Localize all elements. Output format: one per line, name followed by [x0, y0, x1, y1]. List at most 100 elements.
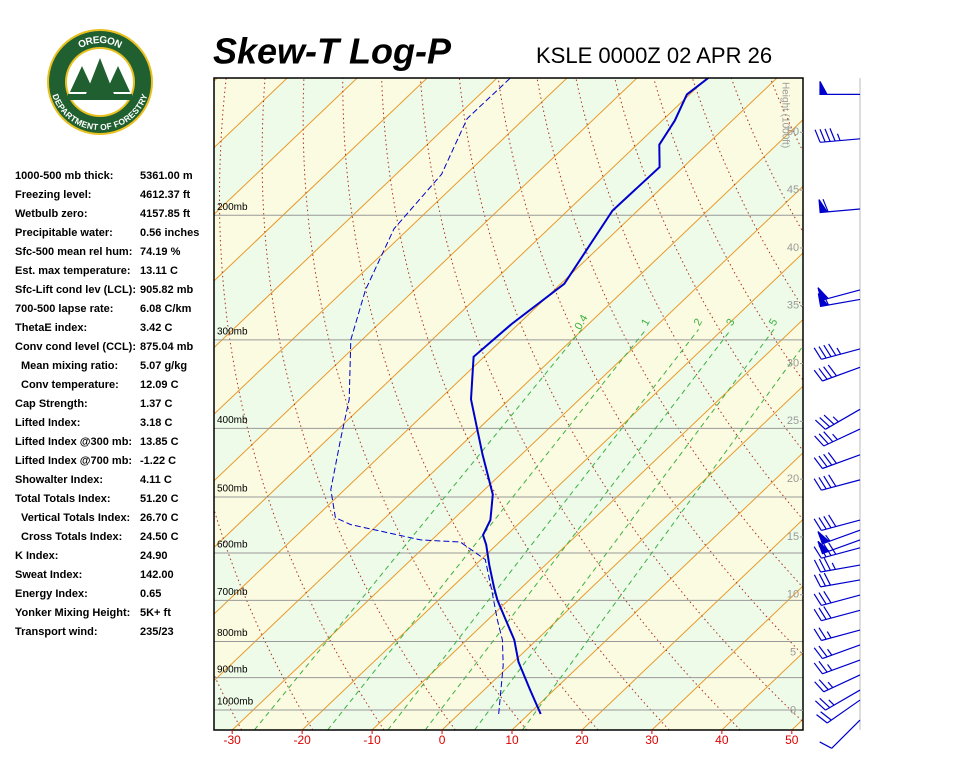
mixing-ratio-label: 8	[808, 317, 821, 328]
wind-barb	[814, 689, 861, 711]
wind-barb	[813, 343, 861, 360]
index-label: Sfc-500 mean rel hum:	[15, 246, 132, 258]
y2-tick-label: 50	[787, 126, 799, 138]
wind-barb	[813, 452, 861, 470]
index-label: Sweat Index:	[15, 569, 82, 581]
index-value: 5.07 g/kg	[140, 360, 187, 372]
dry-adiabat	[261, 78, 456, 730]
x-tick-label: 0	[439, 733, 446, 747]
wind-barb	[813, 474, 861, 491]
y-tick-label: 400mb	[217, 415, 248, 426]
logo-top-text: OREGON	[76, 34, 123, 50]
x-tick-label: -30	[224, 733, 242, 747]
index-label: 700-500 lapse rate:	[15, 303, 113, 315]
index-label: Freezing level:	[15, 189, 91, 201]
y2-tick-label: 25	[787, 415, 799, 427]
mixing-ratio-label: 2	[692, 317, 705, 328]
isotherm	[214, 78, 428, 282]
y2-tick-label: 35	[787, 300, 799, 312]
wind-barbs	[813, 81, 861, 749]
index-label: Lifted Index @700 mb:	[15, 455, 132, 467]
index-value: 3.42 C	[140, 322, 172, 334]
y-tick-label: 600mb	[217, 540, 248, 551]
isotherm	[301, 252, 803, 730]
index-value: 74.19 %	[140, 246, 181, 258]
mixing-ratio-label: 3	[724, 317, 737, 328]
axes: 1000mb 900mb 800mb 700mb 600mb 500mb 400mb 300m…	[217, 82, 803, 747]
wind-barb	[817, 287, 861, 302]
dry-adiabat	[926, 78, 960, 730]
index-label: K Index:	[15, 550, 58, 562]
index-value: 26.70 C	[140, 512, 179, 524]
wind-barb	[818, 198, 861, 214]
y2-tick-label: 40	[787, 242, 799, 254]
y-tick-label: 500mb	[217, 484, 248, 495]
index-value: 0.56 inches	[140, 227, 199, 239]
isotherm	[581, 518, 803, 730]
wind-barb	[813, 644, 861, 660]
dry-adiabat	[214, 507, 314, 730]
isotherm-band	[214, 78, 803, 681]
index-value: 235/23	[140, 626, 174, 638]
mixing-ratio-line	[424, 329, 732, 730]
index-label: Total Totals Index:	[15, 493, 111, 505]
temperature-line	[469, 78, 709, 715]
x-tick-label: -10	[363, 733, 381, 747]
indices-table: 1000-500 mb thick: 5361.00 m Freezing leve…	[15, 170, 199, 638]
index-value: 4.11 C	[140, 474, 172, 486]
index-label: Wetbulb zero:	[15, 208, 88, 220]
dry-adiabat	[458, 78, 803, 723]
mixing-ratio-label: 5	[767, 317, 780, 328]
y2-tick-label: 45	[787, 184, 799, 196]
mixing-ratio-line	[387, 329, 699, 730]
x-tick-label: 30	[645, 733, 659, 747]
plot-background	[214, 78, 960, 730]
index-value: 24.50 C	[140, 531, 179, 543]
index-value: 24.90	[140, 550, 168, 562]
wind-barb	[813, 606, 861, 622]
isotherm	[862, 78, 960, 730]
dry-adiabat	[887, 78, 960, 730]
index-label: Lifted Index @300 mb:	[15, 436, 132, 448]
y-tick-label: 700mb	[217, 587, 248, 598]
index-value: 12.09 C	[140, 379, 179, 391]
index-label: ThetaE index:	[15, 322, 87, 334]
wind-barb	[814, 674, 861, 693]
x-tick-label: 10	[505, 733, 519, 747]
wind-barb	[813, 572, 861, 588]
chart-subtitle: KSLE 0000Z 02 APR 26	[536, 43, 772, 68]
dry-adiabat	[342, 78, 599, 730]
index-value: 3.18 C	[140, 417, 172, 429]
wind-barb	[813, 591, 861, 606]
dry-adiabat	[302, 78, 527, 730]
index-value: 4612.37 ft	[140, 189, 190, 201]
y-tick-label: 200mb	[217, 202, 248, 213]
index-label: Lifted Index:	[15, 417, 80, 429]
wind-barb	[814, 128, 861, 143]
index-value: 6.08 C/km	[140, 303, 192, 315]
wind-barb	[813, 557, 861, 573]
isotherm-band	[791, 719, 803, 730]
isotherm-band	[214, 119, 803, 730]
logo-trees	[70, 58, 130, 94]
y2-tick-label: 20	[787, 473, 799, 485]
y2-tick-label: 5	[790, 646, 796, 658]
isotherm	[214, 78, 708, 549]
index-label: 1000-500 mb thick:	[15, 170, 113, 182]
dry-adiabat	[614, 78, 803, 452]
x-tick-label: 50	[785, 733, 799, 747]
wind-barb	[817, 539, 861, 555]
index-label: Precipitable water:	[15, 227, 113, 239]
dry-adiabat	[219, 78, 385, 730]
index-value: -1.22 C	[140, 455, 176, 467]
dry-adiabat	[497, 78, 803, 656]
wind-barb	[817, 529, 861, 545]
logo: OREGON DEPARTMENT OF FORESTRY	[47, 29, 153, 135]
y-tick-label: 800mb	[217, 628, 248, 639]
mixing-ratio-line	[474, 329, 775, 730]
index-label: Conv temperature:	[21, 379, 119, 391]
dry-adiabat	[809, 78, 960, 730]
wind-barb	[816, 699, 861, 724]
index-label: Yonker Mixing Height:	[15, 607, 130, 619]
